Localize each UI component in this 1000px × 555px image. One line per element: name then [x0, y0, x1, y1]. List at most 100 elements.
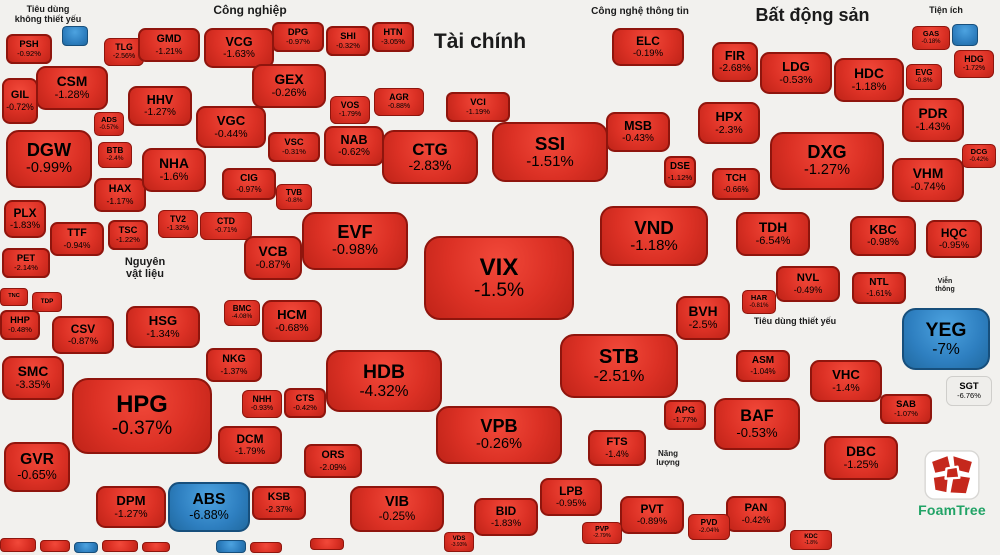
- cell-HPX[interactable]: HPX -2.3%: [698, 102, 760, 144]
- cell-TVB[interactable]: TVB -0.8%: [276, 184, 312, 210]
- cell-unlabeled[interactable]: [62, 26, 88, 46]
- cell-VSC[interactable]: VSC -0.31%: [268, 132, 320, 162]
- cell-ADS[interactable]: ADS -0.57%: [94, 112, 124, 136]
- cell-CTD[interactable]: CTD -0.71%: [200, 212, 252, 240]
- cell-VDS[interactable]: VDS -3.93%: [444, 532, 474, 552]
- cell-unlabeled[interactable]: [952, 24, 978, 46]
- cell-STB[interactable]: STB -2.51%: [560, 334, 678, 398]
- cell-GAS[interactable]: GAS -0.18%: [912, 26, 950, 50]
- cell-SHI[interactable]: SHI -0.32%: [326, 26, 370, 56]
- cell-TV2[interactable]: TV2 -1.32%: [158, 210, 198, 238]
- cell-SMC[interactable]: SMC -3.35%: [2, 356, 64, 400]
- cell-SAB[interactable]: SAB -1.07%: [880, 394, 932, 424]
- cell-TSC[interactable]: TSC -1.22%: [108, 220, 148, 250]
- cell-GVR[interactable]: GVR -0.65%: [4, 442, 70, 492]
- cell-PVP[interactable]: PVP -2.79%: [582, 522, 622, 544]
- cell-VIB[interactable]: VIB -0.25%: [350, 486, 444, 532]
- cell-PET[interactable]: PET -2.14%: [2, 248, 50, 278]
- cell-NAB[interactable]: NAB -0.62%: [324, 126, 384, 166]
- cell-KDC[interactable]: KDC -1.8%: [790, 530, 832, 550]
- cell-GMD[interactable]: GMD -1.21%: [138, 28, 200, 62]
- cell-VHC[interactable]: VHC -1.4%: [810, 360, 882, 402]
- cell-CSM[interactable]: CSM -1.28%: [36, 66, 108, 110]
- cell-HQC[interactable]: HQC -0.95%: [926, 220, 982, 258]
- cell-TDP[interactable]: TDP: [32, 292, 62, 312]
- cell-KSB[interactable]: KSB -2.37%: [252, 486, 306, 520]
- cell-unlabeled[interactable]: [216, 540, 246, 553]
- cell-HCM[interactable]: HCM -0.68%: [262, 300, 322, 342]
- cell-HDB[interactable]: HDB -4.32%: [326, 350, 442, 412]
- cell-unlabeled[interactable]: [250, 542, 282, 553]
- cell-VOS[interactable]: VOS -1.79%: [330, 96, 370, 124]
- cell-PDR[interactable]: PDR -1.43%: [902, 98, 964, 142]
- cell-NHA[interactable]: NHA -1.6%: [142, 148, 206, 192]
- cell-VPB[interactable]: VPB -0.26%: [436, 406, 562, 464]
- cell-BVH[interactable]: BVH -2.5%: [676, 296, 730, 340]
- cell-TTF[interactable]: TTF -0.94%: [50, 222, 104, 256]
- cell-HSG[interactable]: HSG -1.34%: [126, 306, 200, 348]
- cell-CTS[interactable]: CTS -0.42%: [284, 388, 326, 418]
- cell-ELC[interactable]: ELC -0.19%: [612, 28, 684, 66]
- cell-NTL[interactable]: NTL -1.61%: [852, 272, 906, 304]
- cell-LDG[interactable]: LDG -0.53%: [760, 52, 832, 94]
- cell-KBC[interactable]: KBC -0.98%: [850, 216, 916, 256]
- cell-LPB[interactable]: LPB -0.95%: [540, 478, 602, 516]
- cell-HAX[interactable]: HAX -1.17%: [94, 178, 146, 212]
- cell-VCI[interactable]: VCI -1.19%: [446, 92, 510, 122]
- cell-TLG[interactable]: TLG -2.56%: [104, 38, 144, 66]
- cell-BAF[interactable]: BAF -0.53%: [714, 398, 800, 450]
- cell-SSI[interactable]: SSI -1.51%: [492, 122, 608, 182]
- cell-HDG[interactable]: HDG -1.72%: [954, 50, 994, 78]
- cell-VGC[interactable]: VGC -0.44%: [196, 106, 266, 148]
- cell-EVG[interactable]: EVG -0.8%: [906, 64, 942, 90]
- cell-unlabeled[interactable]: [142, 542, 170, 552]
- cell-DBC[interactable]: DBC -1.25%: [824, 436, 898, 480]
- cell-VCG[interactable]: VCG -1.63%: [204, 28, 274, 68]
- cell-BTB[interactable]: BTB -2.4%: [98, 142, 132, 168]
- cell-BMC[interactable]: BMC -4.08%: [224, 300, 260, 326]
- cell-HHV[interactable]: HHV -1.27%: [128, 86, 192, 126]
- cell-PAN[interactable]: PAN -0.42%: [726, 496, 786, 532]
- cell-APG[interactable]: APG -1.77%: [664, 400, 706, 430]
- cell-TCH[interactable]: TCH -0.66%: [712, 168, 760, 200]
- cell-GEX[interactable]: GEX -0.26%: [252, 64, 326, 108]
- cell-YEG[interactable]: YEG -7%: [902, 308, 990, 370]
- cell-PLX[interactable]: PLX -1.83%: [4, 200, 46, 238]
- cell-unlabeled[interactable]: [74, 542, 98, 553]
- cell-unlabeled[interactable]: [310, 538, 344, 550]
- cell-DXG[interactable]: DXG -1.27%: [770, 132, 884, 190]
- cell-PVT[interactable]: PVT -0.89%: [620, 496, 684, 534]
- cell-NVL[interactable]: NVL -0.49%: [776, 266, 840, 302]
- cell-BID[interactable]: BID -1.83%: [474, 498, 538, 536]
- cell-CIG[interactable]: CIG -0.97%: [222, 168, 276, 200]
- cell-VCB[interactable]: VCB -0.87%: [244, 236, 302, 280]
- cell-HPG[interactable]: HPG -0.37%: [72, 378, 212, 454]
- cell-TDH[interactable]: TDH -6.54%: [736, 212, 810, 256]
- cell-VND[interactable]: VND -1.18%: [600, 206, 708, 266]
- cell-TNC[interactable]: TNC: [0, 288, 28, 306]
- cell-VHM[interactable]: VHM -0.74%: [892, 158, 964, 202]
- cell-HAR[interactable]: HAR -0.81%: [742, 290, 776, 314]
- cell-unlabeled[interactable]: [102, 540, 138, 552]
- cell-DPM[interactable]: DPM -1.27%: [96, 486, 166, 528]
- cell-ABS[interactable]: ABS -6.88%: [168, 482, 250, 532]
- cell-FIR[interactable]: FIR -2.68%: [712, 42, 758, 82]
- cell-DSE[interactable]: DSE -1.12%: [664, 156, 696, 188]
- cell-DCM[interactable]: DCM -1.79%: [218, 426, 282, 464]
- cell-unlabeled[interactable]: [40, 540, 70, 552]
- cell-CTG[interactable]: CTG -2.83%: [382, 130, 478, 184]
- cell-MSB[interactable]: MSB -0.43%: [606, 112, 670, 152]
- cell-VIX[interactable]: VIX -1.5%: [424, 236, 574, 320]
- cell-SGT[interactable]: SGT -6.76%: [946, 376, 992, 406]
- cell-DGW[interactable]: DGW -0.99%: [6, 130, 92, 188]
- foamtree-logo[interactable]: FoamTree: [910, 450, 994, 518]
- cell-GIL[interactable]: GIL -0.72%: [2, 78, 38, 124]
- cell-NKG[interactable]: NKG -1.37%: [206, 348, 262, 382]
- cell-PSH[interactable]: PSH -0.92%: [6, 34, 52, 64]
- cell-DPG[interactable]: DPG -0.97%: [272, 22, 324, 52]
- cell-HHP[interactable]: HHP -0.48%: [0, 310, 40, 340]
- cell-CSV[interactable]: CSV -0.87%: [52, 316, 114, 354]
- cell-unlabeled[interactable]: [0, 538, 36, 552]
- cell-DCG[interactable]: DCG -0.42%: [962, 144, 996, 168]
- cell-EVF[interactable]: EVF -0.98%: [302, 212, 408, 270]
